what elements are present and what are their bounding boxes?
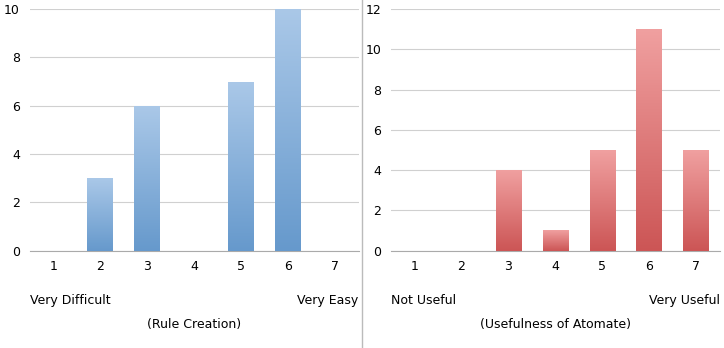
- Text: (Rule Creation): (Rule Creation): [147, 318, 241, 331]
- Text: Very Useful: Very Useful: [649, 294, 720, 307]
- Text: (Usefulness of Atomate): (Usefulness of Atomate): [480, 318, 631, 331]
- Text: Very Difficult: Very Difficult: [30, 294, 110, 307]
- Text: Very Easy: Very Easy: [298, 294, 358, 307]
- Text: Not Useful: Not Useful: [391, 294, 456, 307]
